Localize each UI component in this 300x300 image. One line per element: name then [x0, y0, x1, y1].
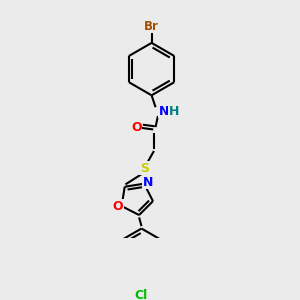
- Text: O: O: [112, 200, 123, 213]
- Text: O: O: [131, 121, 142, 134]
- Text: Cl: Cl: [135, 289, 148, 300]
- Text: Br: Br: [144, 20, 159, 33]
- Text: N: N: [159, 105, 169, 118]
- Text: H: H: [169, 105, 179, 118]
- Text: N: N: [143, 176, 153, 189]
- Text: S: S: [140, 162, 149, 175]
